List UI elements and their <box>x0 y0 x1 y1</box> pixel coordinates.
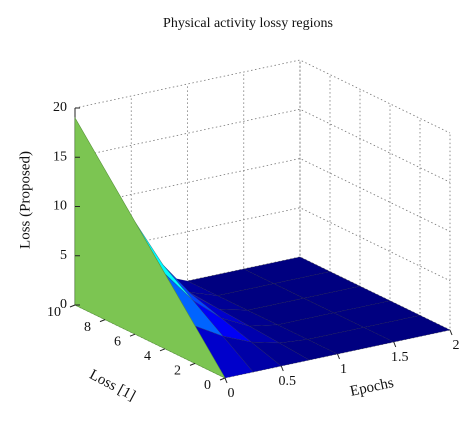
x-tick-label: 1 <box>340 362 347 377</box>
grid-line <box>74 108 451 183</box>
y-tick-label: 4 <box>144 349 151 364</box>
x-tick <box>337 353 340 360</box>
z-tick-label: 10 <box>53 199 67 214</box>
x-tick-label: 1.5 <box>391 350 409 365</box>
y-tick <box>219 377 226 381</box>
z-tick-label: 0 <box>60 297 67 312</box>
z-tick-label: 5 <box>60 248 67 263</box>
z-axis-label: Loss (Proposed) <box>17 151 33 249</box>
x-tick <box>224 377 228 384</box>
y-tick-label: 0 <box>204 378 211 393</box>
y-tick <box>189 362 196 366</box>
x-tick-label: 0.5 <box>279 374 297 389</box>
grid-line <box>74 158 451 232</box>
z-tick-label: 20 <box>53 100 67 115</box>
surface-face <box>189 291 248 311</box>
y-tick <box>129 333 136 337</box>
grid-line <box>74 59 451 134</box>
y-tick <box>99 319 106 323</box>
x-tick <box>280 365 284 372</box>
y-axis-label: Loss [1] <box>87 367 138 404</box>
surface-side <box>74 116 226 379</box>
y-tick-label: 8 <box>84 320 91 335</box>
x-tick <box>449 329 453 336</box>
y-tick-label: 6 <box>114 334 121 349</box>
x-tick-label: 0 <box>228 386 235 401</box>
x-tick-label: 2 <box>453 338 460 353</box>
y-tick <box>159 348 166 352</box>
x-tick <box>393 341 397 348</box>
x-axis-label: Epochs <box>349 375 396 400</box>
z-tick-label: 15 <box>53 149 67 164</box>
chart-title: Physical activity lossy regions <box>163 16 333 31</box>
y-tick-label: 2 <box>174 364 181 379</box>
y-tick-label: 10 <box>47 305 61 320</box>
grid-line <box>74 207 451 282</box>
y-tick <box>69 304 76 308</box>
